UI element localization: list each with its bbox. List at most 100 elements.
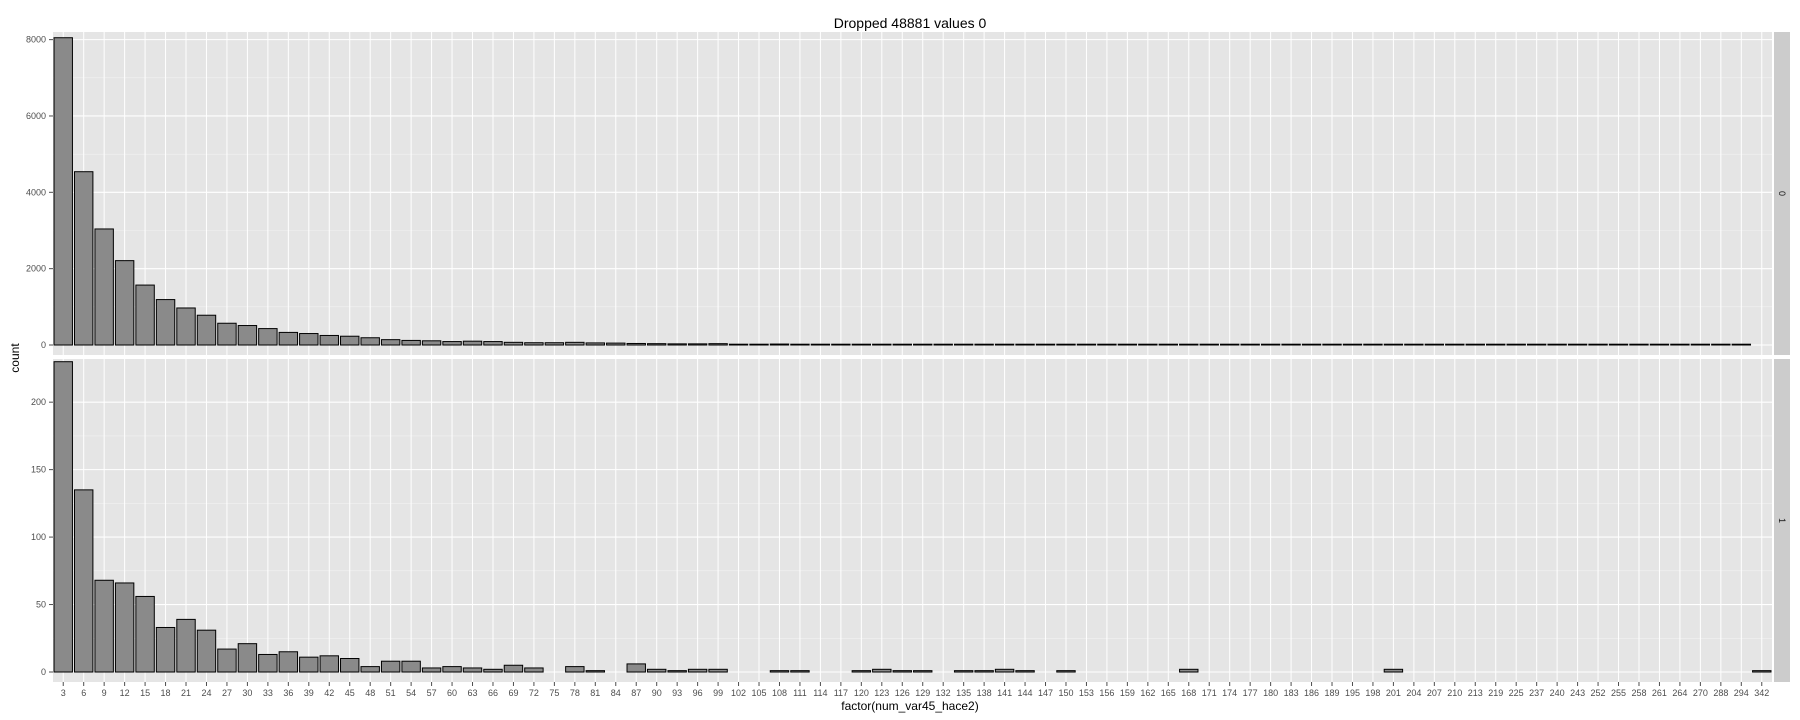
bar-57-facet-0 (421, 340, 442, 346)
bar-258-facet-0 (1629, 343, 1649, 346)
x-tick-label: 195 (1345, 688, 1360, 698)
bar-75-facet-0 (544, 342, 565, 346)
bar-138-facet-1 (974, 670, 994, 673)
bar-60-facet-0 (442, 341, 462, 346)
bar-78-facet-0 (565, 341, 585, 346)
bar-195-facet-0 (1342, 343, 1363, 346)
x-tick-label: 63 (468, 688, 478, 698)
x-axis-title: factor(num_var45_hace2) (841, 699, 978, 713)
x-tick-label: 261 (1652, 688, 1667, 698)
x-tick-label: 36 (283, 688, 293, 698)
x-tick-label: 120 (854, 688, 869, 698)
panel-background (53, 359, 1772, 682)
x-tick-label: 87 (631, 688, 641, 698)
bar-21-facet-0 (176, 307, 196, 346)
facet-strip (1774, 359, 1790, 682)
facet-strip-label: 0 (1777, 191, 1787, 196)
bar-15-facet-0 (135, 284, 155, 346)
x-tick-label: 258 (1631, 688, 1646, 698)
bar-162-facet-0 (1138, 343, 1158, 346)
x-axis: 3 6 9 12 15 18 21 24 27 30 33 36 39 42 45 48 51 54 57 60 63 6… (61, 682, 1769, 698)
bar-186-facet-0 (1301, 343, 1322, 346)
x-tick-label: 243 (1570, 688, 1585, 698)
x-tick-label: 186 (1304, 688, 1319, 698)
x-tick-label: 108 (772, 688, 787, 698)
x-tick-label: 159 (1120, 688, 1135, 698)
bar-138-facet-0 (974, 343, 994, 346)
x-tick-label: 204 (1406, 688, 1421, 698)
bar-168-facet-1 (1179, 668, 1199, 673)
bar-21-facet-1 (176, 618, 196, 673)
bar-51-facet-1 (380, 660, 401, 673)
bar-201-facet-1 (1383, 668, 1404, 673)
bar-39-facet-0 (299, 333, 319, 346)
bar-126-facet-1 (892, 670, 912, 673)
x-tick-label: 12 (120, 688, 130, 698)
x-tick-label: 153 (1079, 688, 1094, 698)
x-tick-label: 123 (874, 688, 889, 698)
x-tick-label: 15 (140, 688, 150, 698)
x-tick-label: 237 (1529, 688, 1544, 698)
bar-204-facet-0 (1404, 343, 1424, 346)
bar-63-facet-0 (462, 340, 483, 346)
bar-9-facet-1 (94, 579, 114, 673)
bar-90-facet-1 (646, 668, 667, 673)
x-tick-label: 90 (652, 688, 662, 698)
x-tick-label: 51 (386, 688, 396, 698)
bar-255-facet-0 (1608, 343, 1629, 346)
x-tick-label: 57 (427, 688, 437, 698)
y-tick-label: 0 (41, 667, 46, 677)
bar-210-facet-0 (1445, 343, 1465, 346)
x-tick-label: 78 (570, 688, 580, 698)
x-tick-label: 81 (590, 688, 600, 698)
y-tick-label: 150 (31, 465, 46, 475)
y-tick-label: 4000 (26, 187, 46, 197)
y-tick-label: 50 (36, 600, 46, 610)
x-tick-label: 180 (1263, 688, 1278, 698)
bar-150-facet-1 (1056, 670, 1076, 673)
bar-78-facet-1 (565, 666, 585, 673)
x-tick-label: 42 (324, 688, 334, 698)
bar-177-facet-0 (1240, 343, 1260, 346)
y-tick-label: 8000 (26, 35, 46, 45)
x-tick-label: 138 (977, 688, 992, 698)
bar-270-facet-0 (1690, 343, 1711, 346)
bar-87-facet-1 (626, 663, 646, 673)
x-tick-label: 201 (1386, 688, 1401, 698)
facet-strip (1774, 32, 1790, 355)
bar-111-facet-0 (790, 343, 810, 346)
x-tick-label: 342 (1754, 688, 1769, 698)
x-tick-label: 75 (549, 688, 559, 698)
facet-panel-0: 0 0 2000 4000 6000 8000 (26, 32, 1790, 355)
bar-201-facet-0 (1383, 343, 1404, 346)
x-tick-label: 165 (1161, 688, 1176, 698)
bar-132-facet-0 (933, 343, 953, 346)
bar-93-facet-1 (667, 670, 687, 673)
bar-90-facet-0 (646, 343, 667, 346)
bar-207-facet-0 (1424, 343, 1445, 346)
y-tick-label: 200 (31, 397, 46, 407)
bar-51-facet-0 (380, 339, 401, 346)
bar-12-facet-0 (114, 260, 135, 346)
bar-174-facet-0 (1219, 343, 1240, 346)
x-tick-label: 33 (263, 688, 273, 698)
x-tick-label: 54 (406, 688, 416, 698)
bar-45-facet-1 (340, 658, 360, 673)
bar-252-facet-0 (1588, 343, 1608, 346)
bar-237-facet-0 (1526, 343, 1547, 346)
bar-45-facet-0 (340, 335, 360, 346)
bar-69-facet-0 (503, 341, 524, 346)
bar-141-facet-0 (994, 343, 1015, 346)
y-axis-title: count (8, 343, 22, 373)
x-tick-label: 225 (1509, 688, 1524, 698)
bar-42-facet-1 (319, 655, 339, 673)
chart-title: Dropped 48881 values 0 (834, 15, 987, 31)
y-tick-label: 2000 (26, 264, 46, 274)
bar-261-facet-0 (1649, 343, 1670, 346)
bar-42-facet-0 (319, 334, 339, 346)
bar-18-facet-1 (155, 626, 176, 673)
x-tick-label: 252 (1591, 688, 1606, 698)
bar-294-facet-0 (1731, 343, 1752, 346)
bar-111-facet-1 (790, 670, 810, 673)
